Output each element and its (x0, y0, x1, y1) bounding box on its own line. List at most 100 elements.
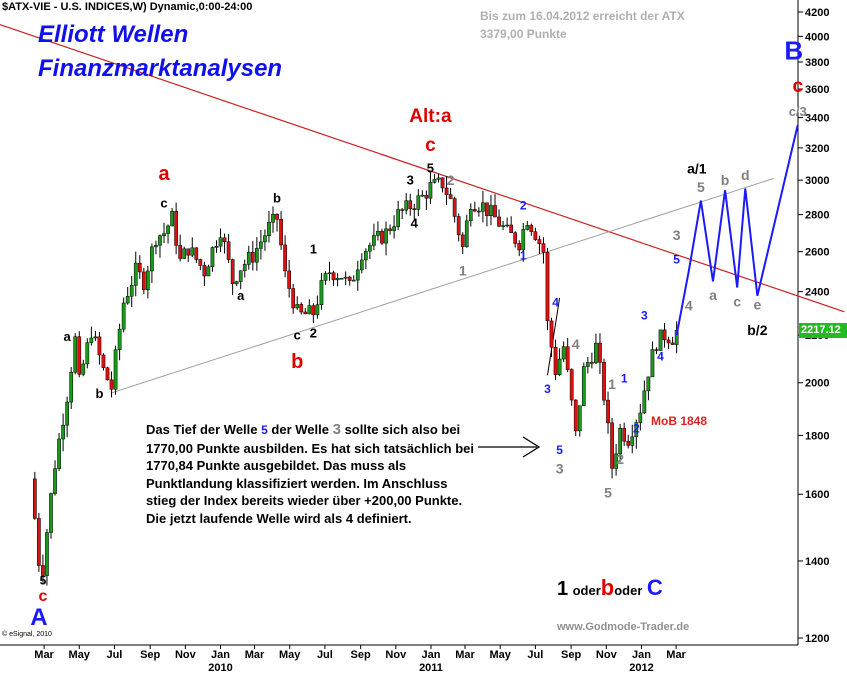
candle-body (610, 422, 614, 469)
candle-body (513, 232, 518, 244)
y-tick-label: 2000 (805, 378, 829, 390)
candle-body (501, 225, 505, 227)
candle-body (81, 363, 86, 375)
candle-body (372, 235, 376, 246)
wave-label: c/3 (789, 104, 807, 119)
candle-body (202, 265, 207, 277)
candle-body (614, 453, 618, 469)
candle-body (380, 230, 384, 244)
x-tick-label: Jan (211, 649, 230, 661)
candle-body (549, 320, 554, 348)
candle-body (412, 208, 417, 210)
x-tick-label: Mar (34, 649, 54, 661)
wave-label: c (160, 196, 167, 211)
candle-body (117, 328, 122, 350)
analysis-text-part1: Das Tief der Welle (146, 422, 262, 437)
x-tick-label: Jan (632, 649, 651, 661)
candle-body (295, 304, 300, 309)
candle-body (622, 428, 627, 442)
wave-label: 5 (604, 484, 612, 500)
candle-body (331, 272, 336, 281)
candle-body (267, 222, 271, 236)
wave-label: 1 (608, 376, 616, 392)
candle-body (363, 250, 368, 261)
candle-body (141, 271, 146, 290)
alt-oder-2: oder (614, 583, 643, 598)
wave-label: a/1 (687, 161, 707, 177)
candle-body (226, 241, 231, 260)
wave-label: 3 (407, 172, 414, 187)
candle-body (335, 278, 340, 281)
wave-label: e (753, 297, 761, 313)
candle-body (57, 438, 61, 469)
candle-body (311, 305, 316, 316)
wave-label: 2 (616, 451, 624, 467)
candle-body (505, 224, 509, 227)
y-tick-label: 3400 (805, 113, 829, 125)
x-tick-label: May (489, 649, 511, 661)
candle-body (521, 229, 526, 251)
candle-body (182, 248, 187, 259)
candle-body (234, 281, 239, 285)
candle-body (339, 277, 344, 280)
analysis-text-part3: sollte sich also bei 1770,00 Punkte ausb… (146, 422, 475, 526)
candle-body (408, 200, 413, 209)
candle-body (481, 202, 485, 212)
wave-label: 4 (685, 298, 693, 314)
candle-body (388, 228, 392, 231)
wave-label: a (64, 329, 72, 344)
candle-body (303, 311, 308, 315)
wave-label: d (741, 167, 750, 183)
brand-line2: Finanzmarktanalysen (38, 55, 283, 82)
candle-body (626, 440, 631, 446)
candle-body (489, 205, 493, 216)
candle-body (355, 269, 360, 281)
y-tick-label: 3000 (805, 175, 829, 187)
candle-body (93, 336, 98, 339)
candle-body (634, 422, 639, 438)
candle-body (154, 244, 158, 248)
candle-body (456, 216, 461, 236)
candle-body (255, 248, 259, 263)
wave-label: 5 (556, 443, 563, 457)
candle-body (150, 246, 154, 272)
candle-body (654, 349, 659, 351)
candle-body (162, 233, 166, 236)
candle-body (61, 424, 65, 440)
candle-body (464, 220, 469, 247)
candle-body (125, 296, 130, 304)
candle-body (291, 288, 296, 309)
candle-body (170, 211, 174, 227)
candle-body (585, 362, 590, 367)
candle-body (581, 366, 586, 406)
x-tick-label: Nov (596, 649, 618, 661)
x-tick-label: Mar (245, 649, 265, 661)
candle-body (368, 245, 372, 252)
candle-body (359, 259, 364, 271)
candle-body (497, 216, 501, 227)
candle-body (666, 339, 671, 344)
candle-body (537, 239, 542, 244)
candle-body (89, 337, 94, 343)
y-tick-label: 3600 (805, 84, 829, 96)
candle-body (271, 213, 275, 223)
candle-body (553, 346, 558, 375)
candle-body (121, 302, 126, 330)
wave-label: A (30, 604, 47, 631)
candle-body (198, 259, 203, 266)
candle-body (97, 336, 102, 356)
symbol-header: $ATX-VIE - U.S. INDICES,W) Dynamic,0:00-… (2, 1, 253, 13)
candle-body (448, 194, 453, 199)
candle-body (351, 279, 356, 282)
candle-body (113, 349, 118, 390)
candle-body (658, 329, 663, 351)
candle-body (238, 270, 243, 282)
candle-body (259, 241, 263, 249)
candle-body (577, 405, 582, 432)
candle-body (545, 252, 550, 322)
analysis-text-part2: der Welle (267, 422, 333, 437)
candle-body (101, 354, 106, 368)
wave-label: 1 (310, 242, 317, 257)
